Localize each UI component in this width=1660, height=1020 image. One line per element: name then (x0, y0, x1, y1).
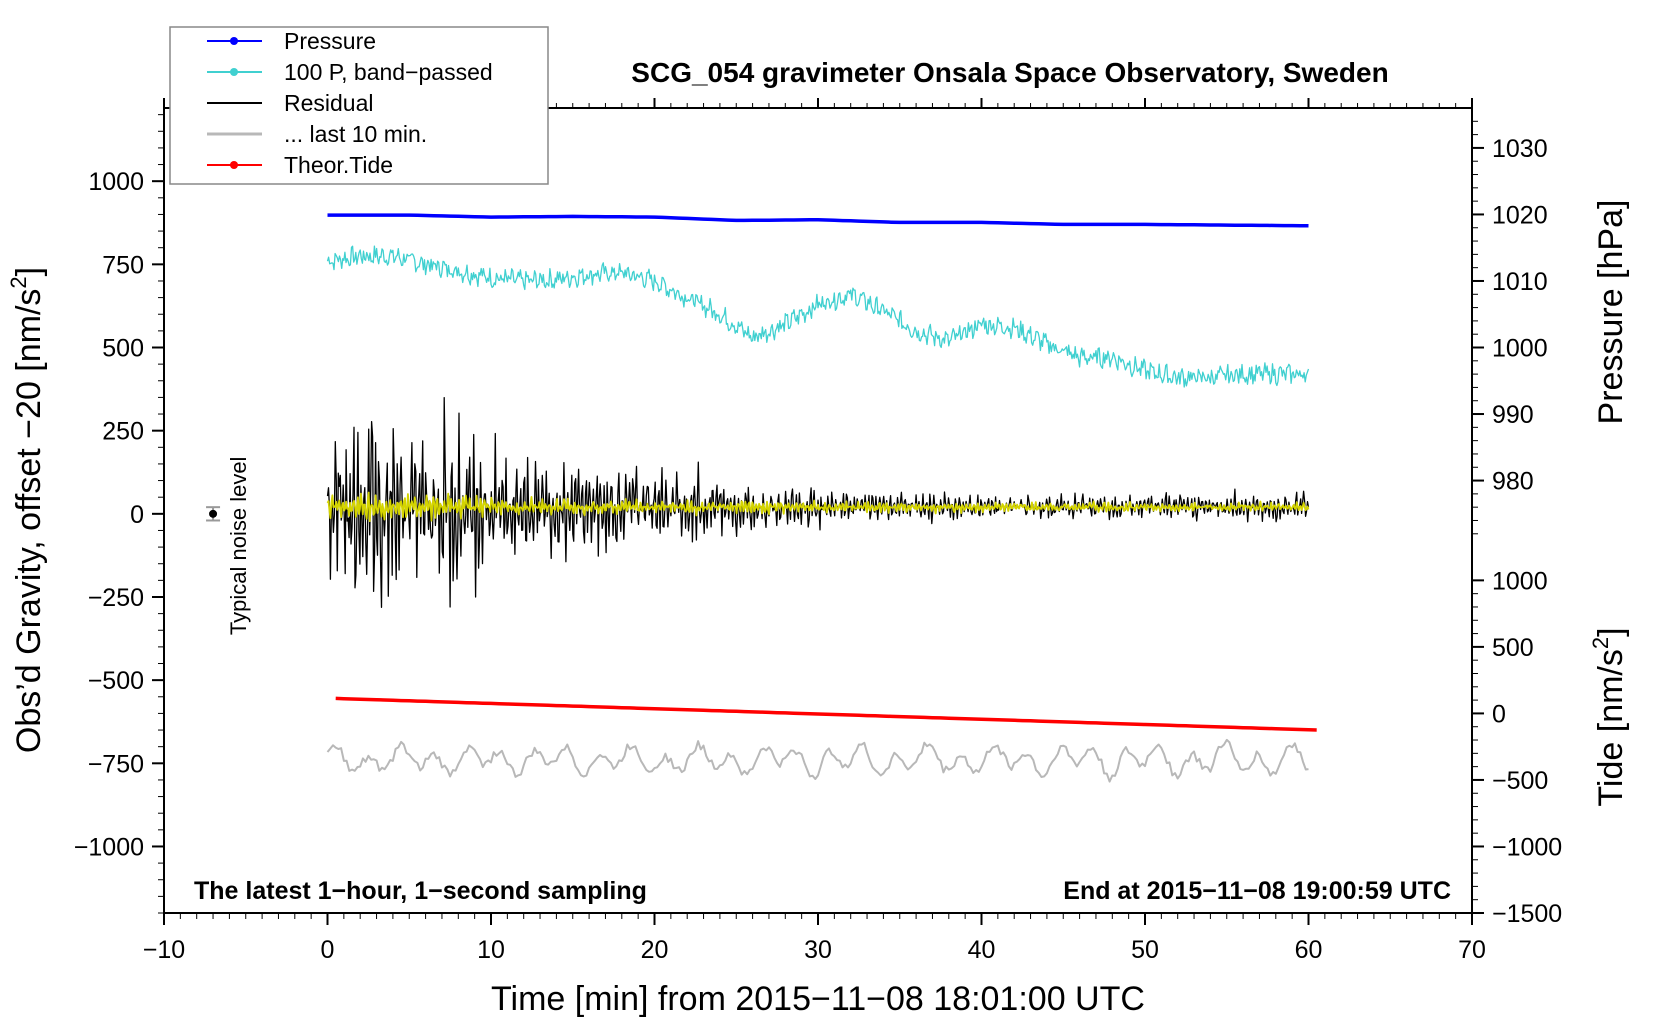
tide-tick-label: 500 (1492, 634, 1534, 662)
y-tick-label: −250 (88, 584, 144, 612)
series-pressure (327, 213, 1309, 228)
y-tick-label: 250 (102, 418, 144, 446)
series-100-p-band-passed (326, 245, 1310, 388)
legend-label: ... last 10 min. (284, 121, 427, 147)
annotation-bottom-left: The latest 1−hour, 1−second sampling (194, 877, 647, 905)
legend: Pressure 100 P, band−passed Residual ... la… (169, 26, 549, 185)
y-tick-label: −500 (88, 667, 144, 695)
noise-level-marker: Typical noise level (206, 457, 251, 636)
pressure-tick-label: 1010 (1492, 268, 1548, 296)
y-tick-label: −750 (88, 750, 144, 778)
x-tick-label: 50 (1131, 936, 1159, 964)
tide-tick-label: −1000 (1492, 833, 1562, 861)
legend-marker (230, 68, 238, 76)
x-tick-label: 60 (1295, 936, 1323, 964)
legend-marker (230, 37, 238, 45)
pressure-tick-label: 980 (1492, 468, 1534, 496)
axis-ticks: −10 0 10 20 30 40 50 60 7010007505002500−250−500… (74, 98, 1562, 964)
pressure-tick-label: 990 (1492, 401, 1534, 429)
y-tick-label: −1000 (74, 833, 144, 861)
pressure-tick-label: 1020 (1492, 201, 1548, 229)
series-residual (326, 396, 1310, 608)
pressure-tick-label: 1000 (1492, 335, 1548, 363)
series-layer (326, 213, 1317, 783)
tide-tick-label: 0 (1492, 700, 1506, 728)
legend-marker (230, 161, 238, 169)
noise-level-point (209, 509, 218, 518)
x-tick-label: 30 (804, 936, 832, 964)
pressure-tick-label: 1030 (1492, 135, 1548, 163)
x-tick-label: 70 (1458, 936, 1486, 964)
y-tick-label: 500 (102, 335, 144, 363)
noise-level-label: Typical noise level (226, 457, 251, 636)
x-tick-label: 20 (641, 936, 669, 964)
y-axis-label-left: Obs’d Gravity, offset −20 [nm/s2] (6, 267, 48, 753)
tide-tick-label: 1000 (1492, 567, 1548, 595)
chart-title: SCG_054 gravimeter Onsala Space Observat… (631, 57, 1388, 88)
tide-tick-label: −1500 (1492, 900, 1562, 928)
x-tick-label: −10 (143, 936, 185, 964)
legend-label: Pressure (284, 28, 376, 54)
series-yellow-overlay (326, 491, 1310, 523)
legend-box (169, 26, 549, 185)
x-tick-label: 10 (477, 936, 505, 964)
legend-label: Residual (284, 90, 374, 116)
y-axis-label-pressure: Pressure [hPa] (1592, 200, 1630, 425)
legend-label: Theor.Tide (284, 152, 393, 178)
y-tick-label: 1000 (88, 168, 144, 196)
x-tick-label: 40 (968, 936, 996, 964)
series-last-10-min (326, 738, 1309, 783)
y-axis-label-tide: Tide [nm/s2] (1588, 627, 1630, 806)
series-theor-tide (335, 696, 1317, 732)
annotation-bottom-right: End at 2015−11−08 19:00:59 UTC (1063, 877, 1451, 905)
tide-tick-label: −500 (1492, 767, 1548, 795)
legend-label: 100 P, band−passed (284, 59, 493, 85)
x-tick-label: 0 (321, 936, 335, 964)
x-axis-label: Time [min] from 2015−11−08 18:01:00 UTC (491, 980, 1145, 1018)
y-tick-label: 750 (102, 251, 144, 279)
y-tick-label: 0 (130, 501, 144, 529)
